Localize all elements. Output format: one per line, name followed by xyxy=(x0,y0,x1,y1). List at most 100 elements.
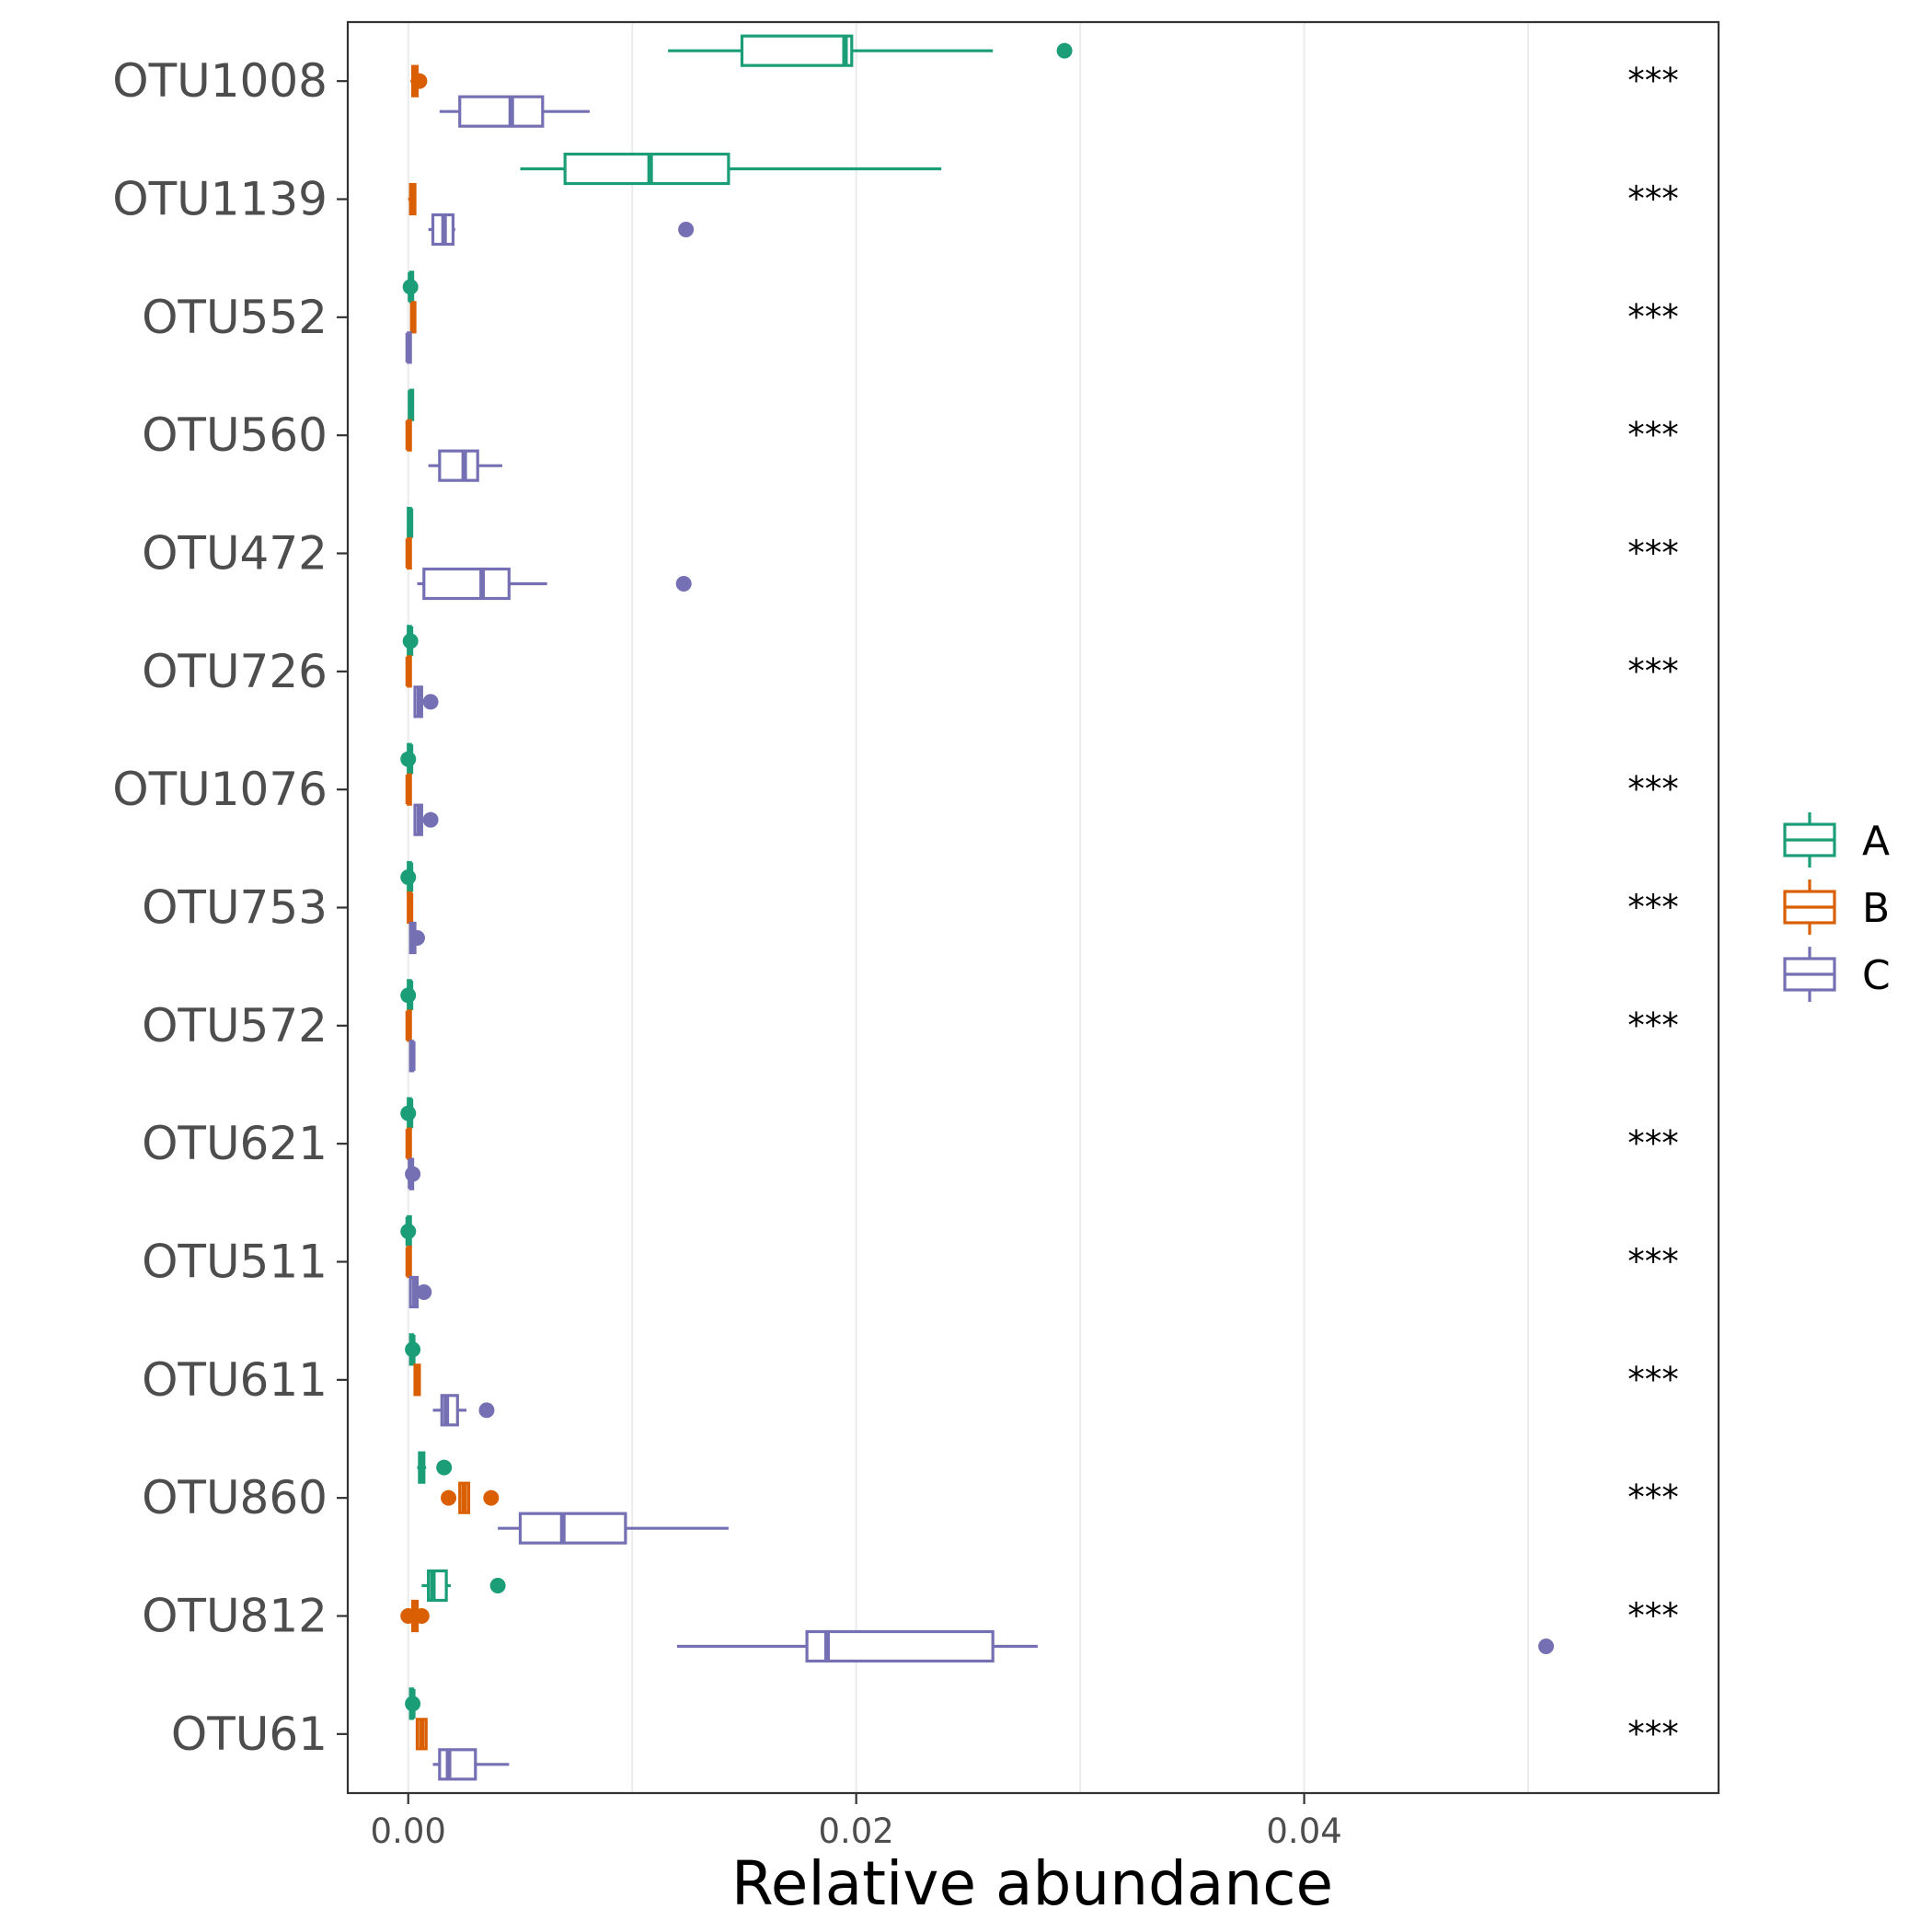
significance-label: *** xyxy=(1627,297,1679,337)
outlier-point xyxy=(405,1696,421,1712)
significance-labels: *** *** *** *** *** *** *** *** *** *** *** *** *** *… xyxy=(1627,61,1679,1754)
box-OTU61-A xyxy=(405,1687,421,1720)
box-OTU860-A xyxy=(417,1451,453,1484)
box-iqr xyxy=(805,1629,995,1663)
box-OTU860-C xyxy=(498,1512,729,1545)
y-axis: OTU1008 OTU1139 OTU552 OTU560 OTU472 OTU726 OT… xyxy=(112,54,348,1761)
x-tick-label: 0.04 xyxy=(1266,1811,1341,1851)
legend-label: B xyxy=(1862,885,1890,932)
box-OTU812-B xyxy=(400,1599,430,1633)
box-OTU560-C xyxy=(428,449,502,482)
y-tick-label: OTU1008 xyxy=(112,54,328,108)
box-OTU1139-A xyxy=(520,152,942,186)
outlier-point xyxy=(400,1224,417,1239)
y-tick-label: OTU621 xyxy=(142,1117,328,1170)
box-OTU1008-A xyxy=(668,34,1073,67)
legend: ABC xyxy=(1783,812,1891,1002)
significance-label: *** xyxy=(1627,1596,1679,1636)
outlier-point xyxy=(408,930,425,946)
box-OTU560-A xyxy=(408,388,415,421)
box-OTU1139-C xyxy=(428,213,695,247)
box-OTU511-C xyxy=(408,1275,432,1309)
box-OTU560-B xyxy=(405,419,412,452)
legend-label: A xyxy=(1862,818,1890,865)
outlier-point xyxy=(416,1284,432,1300)
box-OTU1076-A xyxy=(400,742,417,776)
box-OTU61-B xyxy=(415,1718,428,1751)
y-tick-label: OTU572 xyxy=(142,999,328,1052)
significance-label: *** xyxy=(1627,61,1679,100)
y-tick-label: OTU611 xyxy=(142,1353,328,1407)
significance-label: *** xyxy=(1627,888,1679,927)
outlier-point xyxy=(405,1166,421,1182)
box-OTU621-B xyxy=(405,1127,412,1160)
y-tick-label: OTU472 xyxy=(142,527,328,581)
box-OTU611-A xyxy=(405,1333,421,1366)
outlier-point xyxy=(400,869,417,885)
significance-label: *** xyxy=(1627,1242,1679,1282)
significance-label: *** xyxy=(1627,1123,1679,1163)
outlier-point xyxy=(422,811,439,828)
significance-label: *** xyxy=(1627,1006,1679,1045)
outlier-point xyxy=(483,1489,500,1506)
box-OTU472-C xyxy=(417,567,692,601)
legend-item-A: A xyxy=(1783,812,1890,868)
box-OTU1076-B xyxy=(405,773,412,806)
box-OTU572-B xyxy=(405,1009,412,1042)
y-tick-label: OTU860 xyxy=(142,1471,328,1524)
y-tick-label: OTU1076 xyxy=(112,763,328,816)
x-tick-label: 0.02 xyxy=(818,1811,893,1851)
box-OTU621-C xyxy=(405,1157,421,1190)
significance-label: *** xyxy=(1627,415,1679,454)
y-tick-label: OTU812 xyxy=(142,1590,328,1643)
outlier-point xyxy=(402,633,419,650)
box-OTU860-B xyxy=(441,1481,500,1514)
boxes-layer xyxy=(400,34,1555,1781)
box-OTU812-C xyxy=(676,1629,1555,1663)
significance-label: *** xyxy=(1627,1714,1679,1754)
outlier-point xyxy=(400,987,417,1004)
y-tick-label: OTU552 xyxy=(142,291,328,344)
box-OTU552-B xyxy=(409,301,417,334)
box-OTU511-B xyxy=(405,1245,412,1279)
outlier-point xyxy=(413,1608,430,1624)
y-tick-label: OTU61 xyxy=(171,1708,328,1761)
box-OTU552-C xyxy=(405,331,412,364)
significance-label: *** xyxy=(1627,179,1679,219)
x-axis-title: Relative abundance xyxy=(731,1848,1333,1919)
box-OTU611-B xyxy=(413,1363,421,1397)
box-OTU812-A xyxy=(421,1569,506,1603)
legend-item-C: C xyxy=(1783,947,1891,1002)
y-tick-label: OTU511 xyxy=(142,1236,328,1289)
y-tick-label: OTU1139 xyxy=(112,173,328,226)
box-iqr xyxy=(458,95,545,128)
box-iqr xyxy=(563,152,730,186)
outlier-point xyxy=(489,1578,506,1593)
box-iqr xyxy=(740,34,854,67)
outlier-point xyxy=(411,73,428,89)
y-tick-label: OTU726 xyxy=(142,645,328,698)
box-OTU1008-C xyxy=(439,95,590,128)
x-axis: 0.00 0.02 0.04 xyxy=(371,1793,1342,1851)
legend-label: C xyxy=(1862,952,1891,999)
box-OTU1076-C xyxy=(413,803,439,836)
significance-label: *** xyxy=(1627,534,1679,573)
outlier-point xyxy=(400,1608,417,1624)
box-OTU726-B xyxy=(405,655,412,688)
box-iqr xyxy=(518,1512,627,1545)
box-iqr xyxy=(438,1748,477,1781)
outlier-point xyxy=(675,576,692,592)
outlier-point xyxy=(1056,42,1073,59)
box-OTU1139-B xyxy=(408,182,417,216)
outlier-point xyxy=(400,1105,417,1121)
significance-label: *** xyxy=(1627,1360,1679,1399)
box-iqr xyxy=(438,449,479,482)
y-tick-label: OTU753 xyxy=(142,881,328,935)
box-OTU552-A xyxy=(402,270,419,304)
box-OTU472-B xyxy=(405,536,412,570)
box-OTU726-A xyxy=(402,625,419,658)
box-iqr xyxy=(422,567,511,601)
outlier-point xyxy=(402,279,419,295)
